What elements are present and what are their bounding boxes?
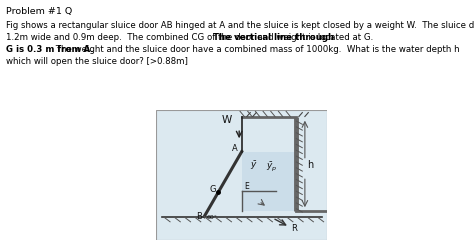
Polygon shape [242, 152, 296, 212]
Text: The weight and the sluice door have a combined mass of 1000kg.  What is the wate: The weight and the sluice door have a co… [53, 45, 460, 54]
Text: R: R [291, 224, 297, 233]
Text: $\bar{y}_p$: $\bar{y}_p$ [265, 160, 277, 173]
Text: Fig shows a rectangular sluice door AB hinged at A and the sluice is kept closed: Fig shows a rectangular sluice door AB h… [6, 21, 474, 30]
Text: W: W [221, 115, 231, 125]
Text: G: G [210, 185, 217, 194]
Text: 60°: 60° [207, 214, 218, 220]
Text: 1.2m wide and 0.9m deep.  The combined CG of the door and weight is located at G: 1.2m wide and 0.9m deep. The combined CG… [6, 33, 379, 42]
Text: G is 0.3 m from A.: G is 0.3 m from A. [6, 45, 94, 54]
Text: A: A [232, 144, 238, 153]
Text: E: E [244, 182, 249, 191]
Text: The vertical line through: The vertical line through [213, 33, 334, 42]
Text: which will open the sluice door? [>0.88m]: which will open the sluice door? [>0.88m… [6, 57, 188, 66]
Text: B: B [196, 212, 201, 220]
Text: Problem #1 Q: Problem #1 Q [6, 7, 72, 16]
Text: $\bar{y}$: $\bar{y}$ [250, 160, 258, 172]
Text: h: h [308, 160, 314, 170]
